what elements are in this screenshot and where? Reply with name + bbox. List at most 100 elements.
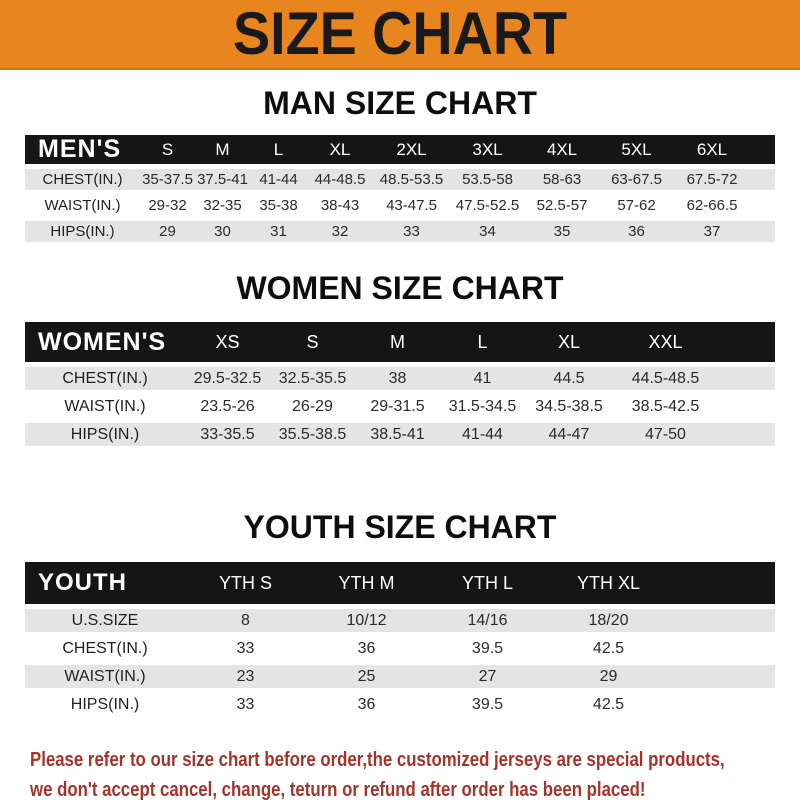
spacer-cell bbox=[750, 169, 775, 190]
size-cell: 8 bbox=[241, 611, 250, 629]
column-header: 2XL bbox=[373, 135, 450, 164]
row-label: HIPS(IN.) bbox=[70, 695, 140, 713]
size-cell: 33-35.5 bbox=[200, 425, 255, 443]
size-charts: MAN SIZE CHART MEN'S S M L XL 2XL 3XL 4XL 5XL 6XL… bbox=[0, 85, 800, 721]
size-cell: 38-43 bbox=[320, 197, 360, 214]
size-cell: 14/16 bbox=[467, 611, 508, 629]
size-cell: 34 bbox=[479, 223, 496, 240]
women-size-table: WOMEN'S XS S M L XL XXL CHEST(IN.) 29.5-32.5 32.5… bbox=[25, 317, 775, 451]
size-cell: 36 bbox=[357, 639, 376, 657]
footer-line-1: Please refer to our size chart before or… bbox=[30, 749, 725, 771]
column-header: XL bbox=[307, 135, 373, 164]
row-label: WAIST(IN.) bbox=[64, 397, 146, 415]
spacer-cell bbox=[718, 322, 775, 362]
size-cell: 44-48.5 bbox=[314, 171, 366, 188]
spacer-cell bbox=[669, 665, 775, 688]
spacer-cell bbox=[718, 395, 775, 418]
youth-size-table: YOUTH YTH S YTH M YTH L YTH XL U.S.SIZE 8 10/12… bbox=[25, 557, 775, 721]
size-cell: 23.5-26 bbox=[200, 397, 255, 415]
size-cell: 18/20 bbox=[588, 611, 629, 629]
row-label: CHEST(IN.) bbox=[62, 639, 148, 657]
table-row: WAIST(IN.) 29-32 32-35 35-38 38-43 43-47.5 47.… bbox=[25, 195, 775, 216]
size-cell: 47.5-52.5 bbox=[455, 197, 520, 214]
size-cell: 47-50 bbox=[645, 425, 686, 443]
size-cell: 44.5 bbox=[553, 369, 585, 387]
size-cell: 38.5-42.5 bbox=[631, 397, 700, 415]
footer-line-2: we don't accept cancel, change, teturn o… bbox=[30, 779, 646, 800]
table-row: WAIST(IN.) 23 25 27 29 bbox=[25, 665, 775, 688]
size-cell: 27 bbox=[478, 667, 497, 685]
size-cell: 26-29 bbox=[292, 397, 333, 415]
row-label: U.S.SIZE bbox=[71, 611, 139, 629]
size-cell: 32-35 bbox=[203, 197, 242, 214]
size-cell: 35-38 bbox=[259, 197, 298, 214]
section-men: MAN SIZE CHART MEN'S S M L XL 2XL 3XL 4XL 5XL 6XL… bbox=[0, 85, 800, 247]
size-cell: 44.5-48.5 bbox=[631, 369, 700, 387]
table-row: WAIST(IN.) 23.5-26 26-29 29-31.5 31.5-34.5 34… bbox=[25, 395, 775, 418]
size-cell: 39.5 bbox=[471, 695, 504, 713]
banner: SIZE CHART bbox=[0, 0, 800, 70]
row-label: CHEST(IN.) bbox=[62, 369, 148, 387]
column-header: L bbox=[250, 135, 307, 164]
table-row: U.S.SIZE 8 10/12 14/16 18/20 bbox=[25, 609, 775, 632]
men-section-heading: MAN SIZE CHART bbox=[263, 84, 537, 122]
size-cell: 43-47.5 bbox=[386, 197, 437, 214]
table-row: CHEST(IN.) 29.5-32.5 32.5-35.5 38 41 44.5 44.5… bbox=[25, 367, 775, 390]
size-cell: 36 bbox=[628, 223, 645, 240]
row-label: HIPS(IN.) bbox=[50, 223, 115, 240]
size-cell: 34.5-38.5 bbox=[535, 397, 603, 415]
size-cell: 39.5 bbox=[471, 639, 504, 657]
size-cell: 32 bbox=[331, 223, 349, 240]
size-cell: 57-62 bbox=[617, 197, 656, 214]
size-cell: 42.5 bbox=[592, 639, 625, 657]
banner-title: SIZE CHART bbox=[232, 0, 568, 68]
table-row: CHEST(IN.) 33 36 39.5 42.5 bbox=[25, 637, 775, 660]
size-cell: 41-44 bbox=[462, 425, 503, 443]
size-cell: 44-47 bbox=[548, 425, 590, 443]
table-title: YOUTH bbox=[25, 562, 185, 604]
row-label: HIPS(IN.) bbox=[70, 425, 140, 443]
column-header: YTH XL bbox=[548, 562, 669, 604]
size-cell: 10/12 bbox=[346, 611, 387, 629]
column-header: 6XL bbox=[674, 135, 750, 164]
size-cell: 23 bbox=[236, 667, 255, 685]
size-cell: 33 bbox=[236, 639, 255, 657]
size-cell: 38 bbox=[388, 369, 407, 387]
size-cell: 29 bbox=[599, 667, 618, 685]
table-title: MEN'S bbox=[25, 135, 140, 164]
size-cell: 41-44 bbox=[259, 171, 298, 188]
men-size-table: MEN'S S M L XL 2XL 3XL 4XL 5XL 6XL CHEST(IN.) 35-37… bbox=[25, 130, 775, 247]
table-row: HIPS(IN.) 29 30 31 32 33 34 35 36 37 bbox=[25, 221, 775, 242]
spacer-cell bbox=[669, 637, 775, 660]
row-label: WAIST(IN.) bbox=[64, 667, 146, 685]
size-cell: 48.5-53.5 bbox=[379, 171, 444, 188]
size-cell: 38.5-41 bbox=[370, 425, 425, 443]
row-label: CHEST(IN.) bbox=[42, 171, 123, 188]
size-cell: 33 bbox=[236, 695, 255, 713]
column-header: 5XL bbox=[599, 135, 674, 164]
size-cell: 29-32 bbox=[148, 197, 187, 214]
column-header: XXL bbox=[613, 322, 718, 362]
spacer-cell bbox=[669, 562, 775, 604]
table-row: CHEST(IN.) 35-37.5 37.5-41 41-44 44-48.5 48.5… bbox=[25, 169, 775, 190]
youth-section-heading: YOUTH SIZE CHART bbox=[243, 508, 557, 546]
size-cell: 30 bbox=[214, 223, 231, 240]
table-row: HIPS(IN.) 33-35.5 35.5-38.5 38.5-41 41-44 44-… bbox=[25, 423, 775, 446]
column-header: YTH L bbox=[427, 562, 548, 604]
size-cell: 41 bbox=[473, 369, 492, 387]
column-header: YTH M bbox=[306, 562, 427, 604]
size-cell: 35-37.5 bbox=[142, 171, 193, 188]
column-header: S bbox=[270, 322, 355, 362]
size-cell: 67.5-72 bbox=[686, 171, 738, 188]
size-cell: 53.5-58 bbox=[462, 171, 513, 188]
size-cell: 37 bbox=[703, 223, 721, 240]
spacer-cell bbox=[669, 693, 775, 716]
column-header: YTH S bbox=[185, 562, 306, 604]
size-cell: 31 bbox=[270, 223, 287, 240]
section-women: WOMEN SIZE CHART WOMEN'S XS S M L XL XXL CHEST(… bbox=[0, 270, 800, 451]
size-cell: 35 bbox=[553, 223, 571, 240]
women-section-heading: WOMEN SIZE CHART bbox=[236, 269, 564, 307]
size-cell: 63-67.5 bbox=[611, 171, 662, 188]
column-header: S bbox=[140, 135, 195, 164]
